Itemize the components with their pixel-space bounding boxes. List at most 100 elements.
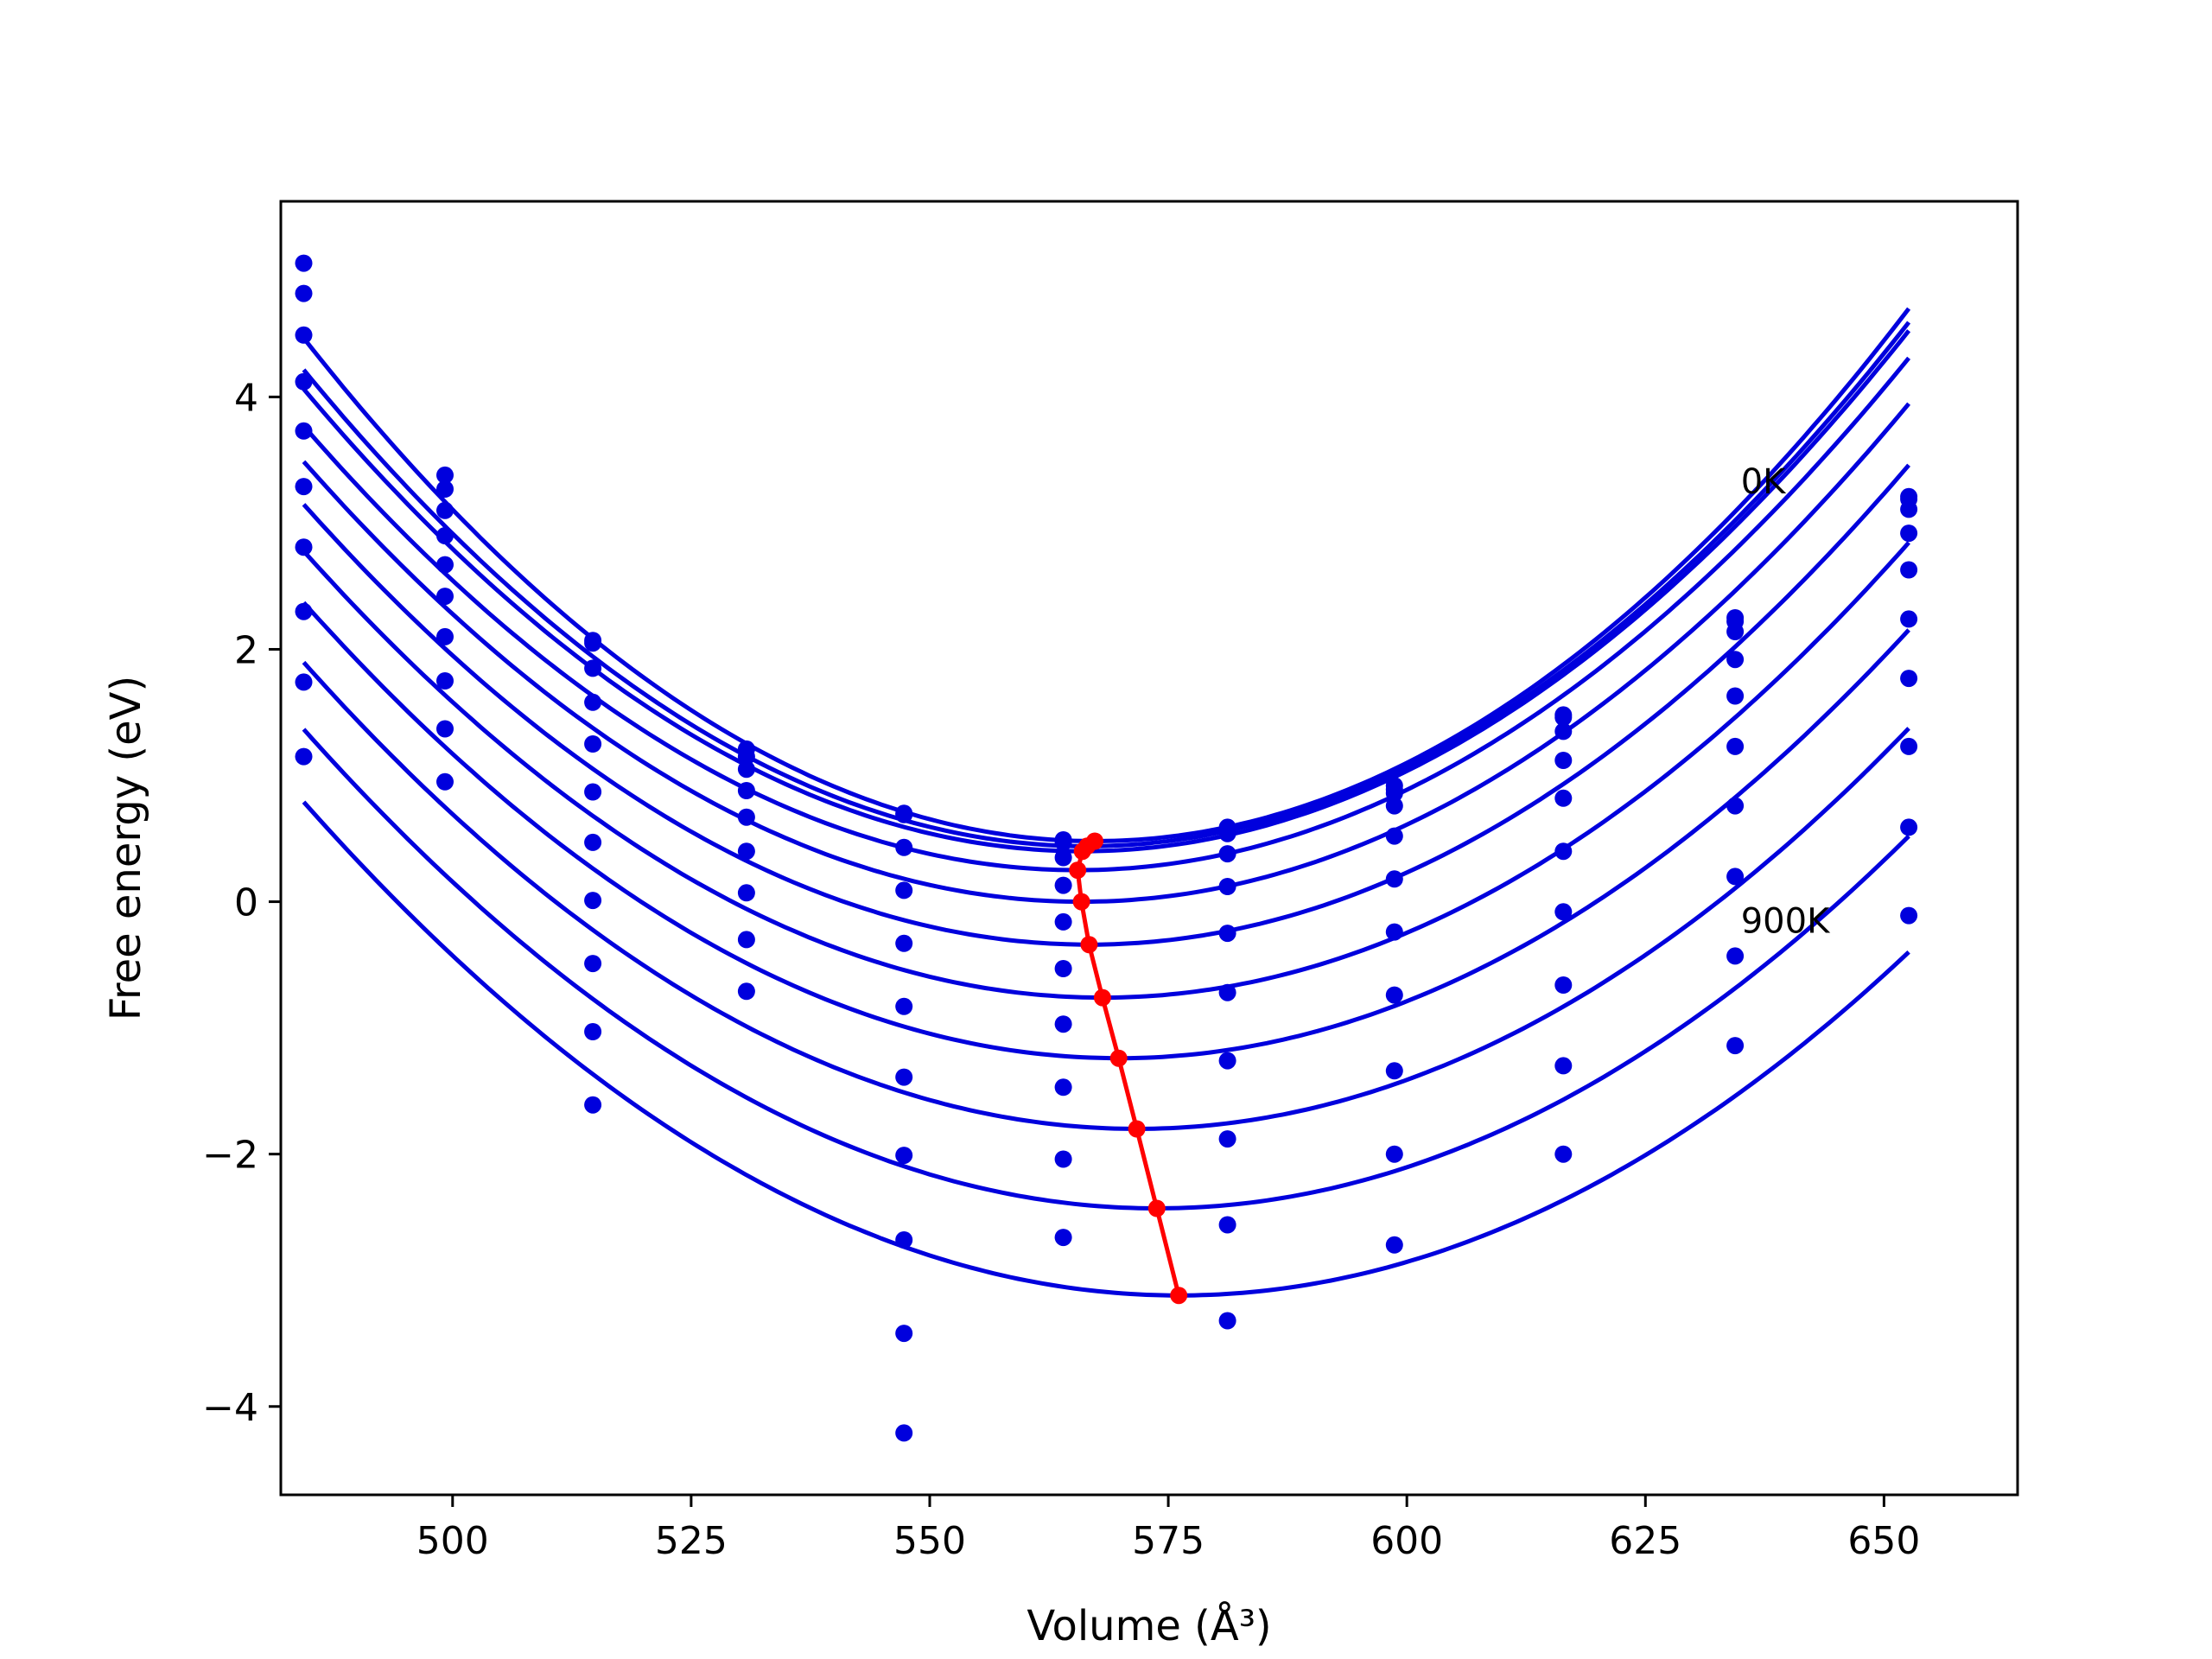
data-point: [295, 602, 313, 620]
data-point: [1054, 1015, 1072, 1033]
data-point: [737, 808, 755, 826]
data-point: [1054, 1229, 1072, 1247]
data-point: [584, 955, 602, 973]
data-point: [737, 931, 755, 949]
data-point: [295, 538, 313, 556]
data-point: [1900, 906, 1918, 925]
data-point: [1554, 752, 1573, 769]
data-point: [1218, 1216, 1236, 1234]
data-point: [436, 466, 454, 484]
data-point: [584, 1023, 602, 1040]
data-point: [584, 783, 602, 801]
data-point: [895, 1424, 913, 1442]
curve-annotation: 900K: [1741, 901, 1831, 941]
data-point: [1726, 623, 1745, 640]
data-point: [895, 934, 913, 952]
data-point: [1218, 1312, 1236, 1330]
data-point: [1218, 824, 1236, 842]
data-point: [295, 422, 313, 440]
y-tick-label: −2: [202, 1134, 258, 1178]
x-tick-label: 525: [655, 1519, 728, 1563]
data-point: [737, 760, 755, 779]
data-point: [1218, 983, 1236, 1001]
fit-curve-8: [302, 601, 1910, 1061]
fit-curve-5: [302, 402, 1911, 905]
data-point: [1726, 737, 1745, 755]
data-point: [295, 478, 313, 496]
data-point: [1218, 1052, 1236, 1070]
data-point: [1218, 878, 1236, 895]
y-tick-label: 0: [234, 881, 258, 925]
data-point: [895, 881, 913, 899]
data-point: [1726, 1037, 1745, 1055]
data-point: [1054, 1150, 1072, 1168]
data-point: [737, 982, 755, 1001]
data-point: [1900, 524, 1918, 543]
data-point: [584, 659, 602, 677]
x-tick-label: 625: [1609, 1519, 1681, 1563]
data-point: [1385, 870, 1403, 888]
data-point: [1054, 876, 1072, 894]
x-tick-label: 575: [1132, 1519, 1205, 1563]
data-point: [895, 1231, 913, 1249]
fit-curve-4: [302, 356, 1911, 873]
data-point: [1554, 903, 1573, 921]
data-point: [1385, 797, 1403, 815]
y-tick-label: −4: [202, 1386, 258, 1430]
minimum-point: [1109, 1049, 1128, 1067]
data-point: [584, 1096, 602, 1114]
minimum-point: [1128, 1120, 1146, 1138]
curve-annotation: 0K: [1741, 462, 1787, 502]
fit-curve-2: [302, 321, 1911, 849]
axis-ticks: 500 525 550 575 600 625 650 −4 −2 0 2 4: [202, 376, 1920, 1563]
data-point: [436, 527, 454, 544]
data-point: [1385, 1145, 1403, 1163]
y-axis-label: Free energy (eV): [102, 676, 150, 1020]
fit-curve-9: [302, 660, 1910, 1132]
data-point: [436, 480, 454, 498]
data-point: [295, 326, 313, 344]
data-point: [295, 673, 313, 691]
data-point: [1726, 797, 1745, 815]
minimum-point: [1073, 842, 1091, 861]
data-point: [1554, 1145, 1573, 1163]
data-point: [1726, 947, 1745, 965]
x-tick-label: 650: [1847, 1519, 1920, 1563]
data-point: [895, 1147, 913, 1165]
data-point: [1054, 833, 1072, 851]
data-point: [1554, 722, 1573, 741]
x-tick-label: 600: [1370, 1519, 1443, 1563]
x-tick-label: 500: [416, 1519, 489, 1563]
data-point: [1900, 670, 1918, 688]
data-point: [1054, 960, 1072, 977]
data-point: [1554, 842, 1573, 861]
data-point: [1554, 1057, 1573, 1075]
data-point: [1554, 709, 1573, 727]
data-point: [1900, 610, 1918, 628]
minimum-point: [1080, 936, 1098, 954]
data-point: [584, 892, 602, 910]
data-point: [737, 747, 755, 766]
data-point: [1554, 976, 1573, 994]
data-point: [895, 838, 913, 856]
x-tick-label: 550: [893, 1519, 966, 1563]
data-point: [1900, 737, 1918, 755]
annotations: 0K 900K: [1741, 462, 1831, 941]
data-point: [436, 556, 454, 574]
data-point: [1554, 789, 1573, 807]
data-point: [436, 720, 454, 738]
fit-curve-10: [302, 728, 1910, 1211]
data-point: [1385, 923, 1403, 941]
minimum-point: [1170, 1287, 1188, 1305]
data-point: [1900, 500, 1918, 518]
data-point: [895, 1068, 913, 1086]
data-point: [436, 501, 454, 519]
data-point: [1218, 845, 1236, 863]
data-point: [895, 1325, 913, 1343]
axes-frame: [279, 200, 2019, 1497]
data-point: [295, 254, 313, 272]
data-point: [1054, 912, 1072, 931]
data-point: [1385, 827, 1403, 845]
data-point: [436, 627, 454, 645]
data-point: [295, 372, 313, 391]
